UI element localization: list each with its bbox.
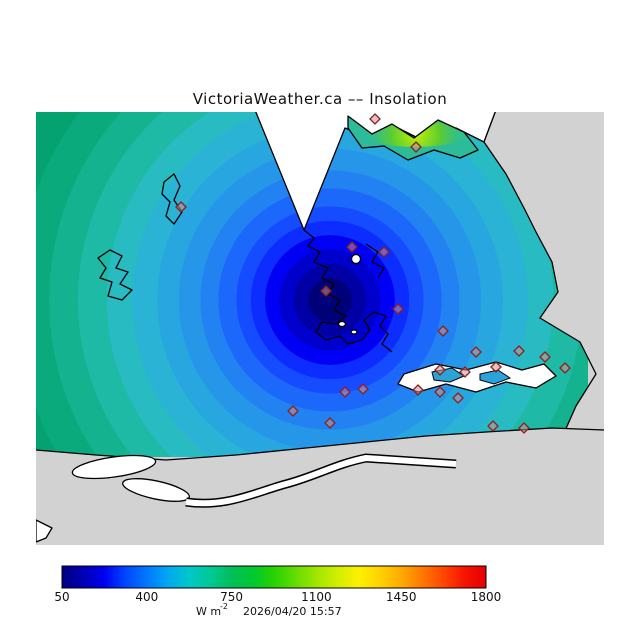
station-marker[interactable] (518, 422, 530, 434)
colorbar-tick: 50 (54, 590, 69, 604)
station-marker[interactable] (459, 366, 471, 378)
islet (337, 320, 347, 328)
station-marker[interactable] (324, 417, 336, 429)
units-exponent: -2 (220, 602, 228, 611)
station-marker[interactable] (559, 362, 571, 374)
island-outline-northwest (161, 173, 183, 225)
colorbar: 50 400 750 1100 1450 1800 W m -2 2026/04/20 1… (54, 565, 501, 618)
land-south (36, 428, 604, 545)
lake-southwest (122, 478, 190, 502)
colorbar-tick: 750 (220, 590, 243, 604)
station-marker[interactable] (346, 241, 358, 253)
station-marker[interactable] (412, 384, 424, 396)
colorbar-gradient-bar (62, 566, 486, 588)
central-peninsula-coastline (303, 229, 393, 353)
station-marker[interactable] (487, 420, 499, 432)
units-label: W m (196, 605, 221, 618)
coastline-detail (365, 243, 385, 279)
islet (350, 329, 358, 335)
station-marker[interactable] (434, 364, 446, 376)
colorbar-frame (61, 565, 487, 589)
colorbar-tick: 1800 (471, 590, 502, 604)
waterway (185, 454, 457, 507)
station-marker[interactable] (470, 346, 482, 358)
small-lake (350, 253, 362, 265)
island-coastline (347, 115, 479, 161)
water-bottom-left (36, 519, 53, 543)
lake-southwest (71, 454, 157, 480)
station-marker[interactable] (437, 325, 449, 337)
station-marker[interactable] (434, 386, 446, 398)
colorbar-tick: 1100 (301, 590, 332, 604)
station-marker[interactable] (320, 285, 332, 297)
station-markers-layer (175, 113, 571, 434)
station-marker[interactable] (339, 386, 351, 398)
station-marker[interactable] (378, 246, 390, 258)
page-title: VictoriaWeather.ca –– Insolation (192, 90, 448, 108)
station-marker[interactable] (513, 345, 525, 357)
station-marker[interactable] (369, 113, 381, 125)
colorbar-tick: 400 (135, 590, 158, 604)
station-marker[interactable] (357, 383, 369, 395)
station-marker[interactable] (392, 303, 404, 315)
timestamp: 2026/04/20 15:57 (243, 605, 342, 618)
station-marker[interactable] (175, 201, 187, 213)
station-marker[interactable] (490, 361, 502, 373)
colorbar-tick-labels: 50 400 750 1100 1450 1800 (54, 590, 501, 604)
station-marker[interactable] (410, 141, 422, 153)
island-outline-west (97, 249, 133, 301)
station-marker[interactable] (287, 405, 299, 417)
colorbar-tick: 1450 (386, 590, 417, 604)
insolation-map (36, 112, 604, 545)
station-marker[interactable] (539, 351, 551, 363)
station-marker[interactable] (452, 392, 464, 404)
